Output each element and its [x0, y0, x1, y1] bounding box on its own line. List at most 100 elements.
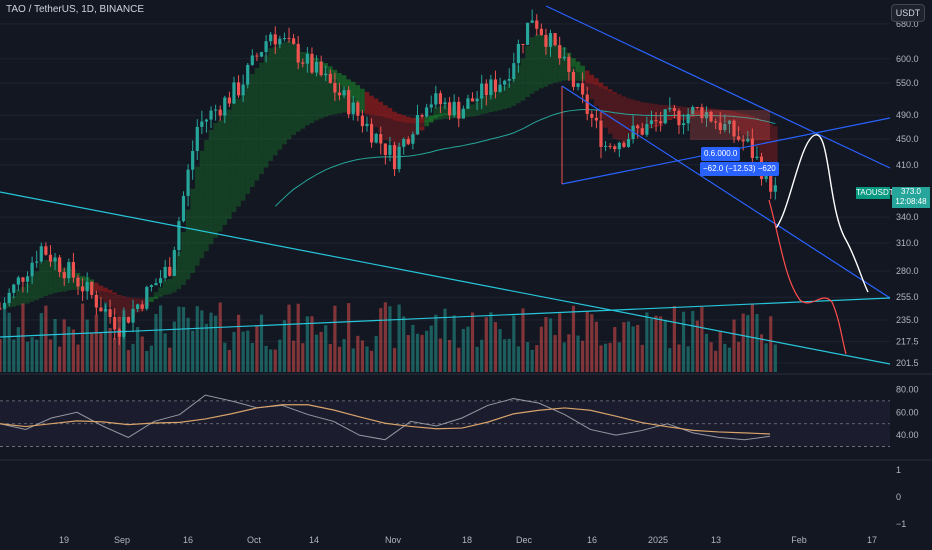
- volume-bar: [71, 329, 76, 372]
- volume-bar: [241, 331, 245, 372]
- candle: [232, 82, 236, 104]
- volume-bar: [663, 319, 667, 372]
- volume-bar: [714, 350, 718, 372]
- volume-bar: [113, 338, 117, 372]
- candle: [16, 277, 20, 285]
- candle: [732, 120, 736, 137]
- volume-bar: [209, 312, 213, 372]
- candle: [278, 38, 282, 45]
- volume-bar: [649, 318, 654, 372]
- candle: [301, 62, 305, 64]
- candle: [347, 90, 351, 115]
- measure-label-1[interactable]: 0.­6.­­0­0­0.­0: [701, 147, 741, 161]
- candle: [668, 108, 672, 110]
- candle: [585, 94, 589, 114]
- volume-bar: [264, 345, 268, 372]
- candle: [200, 121, 204, 127]
- volume-bar: [571, 305, 576, 372]
- volume-bar: [704, 333, 709, 372]
- volume-bar: [645, 312, 649, 372]
- candle: [305, 53, 309, 64]
- volume-bar: [535, 345, 539, 372]
- measure-label-2[interactable]: −62.0 (−12.53) −620: [700, 162, 779, 176]
- time-axis-label: Oct: [247, 535, 262, 545]
- price-axis-label: 310.0: [896, 238, 919, 248]
- volume-bar: [773, 344, 777, 372]
- volume-bar: [525, 342, 530, 372]
- candle: [603, 145, 608, 147]
- symbol-title[interactable]: TAO / TetherUS, 1D, BINANCE: [6, 4, 145, 15]
- last-price-label: 373.0 12:08:48: [892, 187, 930, 208]
- volume-bar: [301, 343, 305, 372]
- candle: [649, 120, 654, 125]
- candle: [636, 125, 640, 129]
- volume-bar: [672, 305, 676, 372]
- candle: [337, 92, 342, 96]
- volume-bar: [108, 328, 112, 372]
- ma-ribbon: [2, 34, 778, 322]
- drawing-tools[interactable]: [0, 5, 891, 365]
- volume-bar: [457, 347, 461, 372]
- volume-bar: [76, 344, 80, 372]
- volume-bar: [172, 321, 176, 372]
- volume-bar: [558, 313, 562, 372]
- volume-bar: [310, 316, 314, 372]
- volume-bar: [94, 314, 98, 372]
- price-axis-label: 410.0: [896, 160, 919, 170]
- volume-bar: [296, 303, 300, 372]
- volume-bar: [58, 346, 62, 372]
- candle: [420, 115, 424, 117]
- candle: [58, 257, 62, 273]
- volume-bar: [548, 318, 553, 372]
- candle: [447, 102, 452, 116]
- price-axis[interactable]: 680.0 600.0 550.0 490.0 450.0 410.0 340.0 310.0…: [896, 19, 919, 529]
- candle: [769, 167, 773, 192]
- volume-bar: [163, 333, 167, 372]
- candle: [397, 146, 401, 170]
- candle: [480, 83, 484, 99]
- rsi-line: [0, 394, 771, 441]
- time-axis[interactable]: 19 Sep 16 Oct 14 Nov 18 Dec 16 2025 13 Feb 17: [59, 535, 877, 545]
- volume-bar: [48, 339, 53, 372]
- volume-bar: [44, 305, 48, 372]
- candle: [246, 64, 250, 85]
- candle: [723, 123, 727, 131]
- volume-bar: [539, 326, 543, 372]
- currency-button[interactable]: USDT: [891, 4, 925, 22]
- projection-red: [768, 199, 847, 355]
- channel-lower-line: [561, 85, 891, 299]
- candle: [324, 73, 328, 76]
- time-axis-label: 18: [462, 535, 472, 545]
- candle: [292, 38, 296, 44]
- volume-bar: [489, 312, 493, 372]
- volume-bar: [769, 316, 773, 372]
- volume-bar: [677, 344, 681, 372]
- time-axis-label: Sep: [114, 535, 130, 545]
- candle: [443, 102, 447, 105]
- candle: [319, 61, 323, 76]
- volume-bar: [695, 320, 699, 372]
- volume-bar: [700, 306, 704, 372]
- volume-bar: [379, 308, 383, 372]
- candle: [516, 43, 521, 64]
- volume-bar: [512, 315, 516, 372]
- candle: [434, 93, 438, 105]
- candle: [90, 281, 94, 295]
- candle: [287, 38, 291, 40]
- candle: [140, 304, 144, 309]
- time-axis-label: 13: [711, 535, 721, 545]
- candle: [741, 139, 745, 142]
- volume-bar: [25, 341, 30, 372]
- volume-bar: [369, 350, 374, 372]
- volume-bar: [484, 317, 488, 372]
- volume-bar: [613, 327, 617, 372]
- volume-bar: [461, 328, 465, 372]
- volume-bar: [282, 320, 287, 372]
- candle: [365, 123, 369, 127]
- candle: [282, 38, 287, 40]
- volume-bar: [186, 317, 190, 372]
- candle: [76, 277, 80, 287]
- candle: [145, 287, 149, 309]
- candle: [594, 117, 598, 121]
